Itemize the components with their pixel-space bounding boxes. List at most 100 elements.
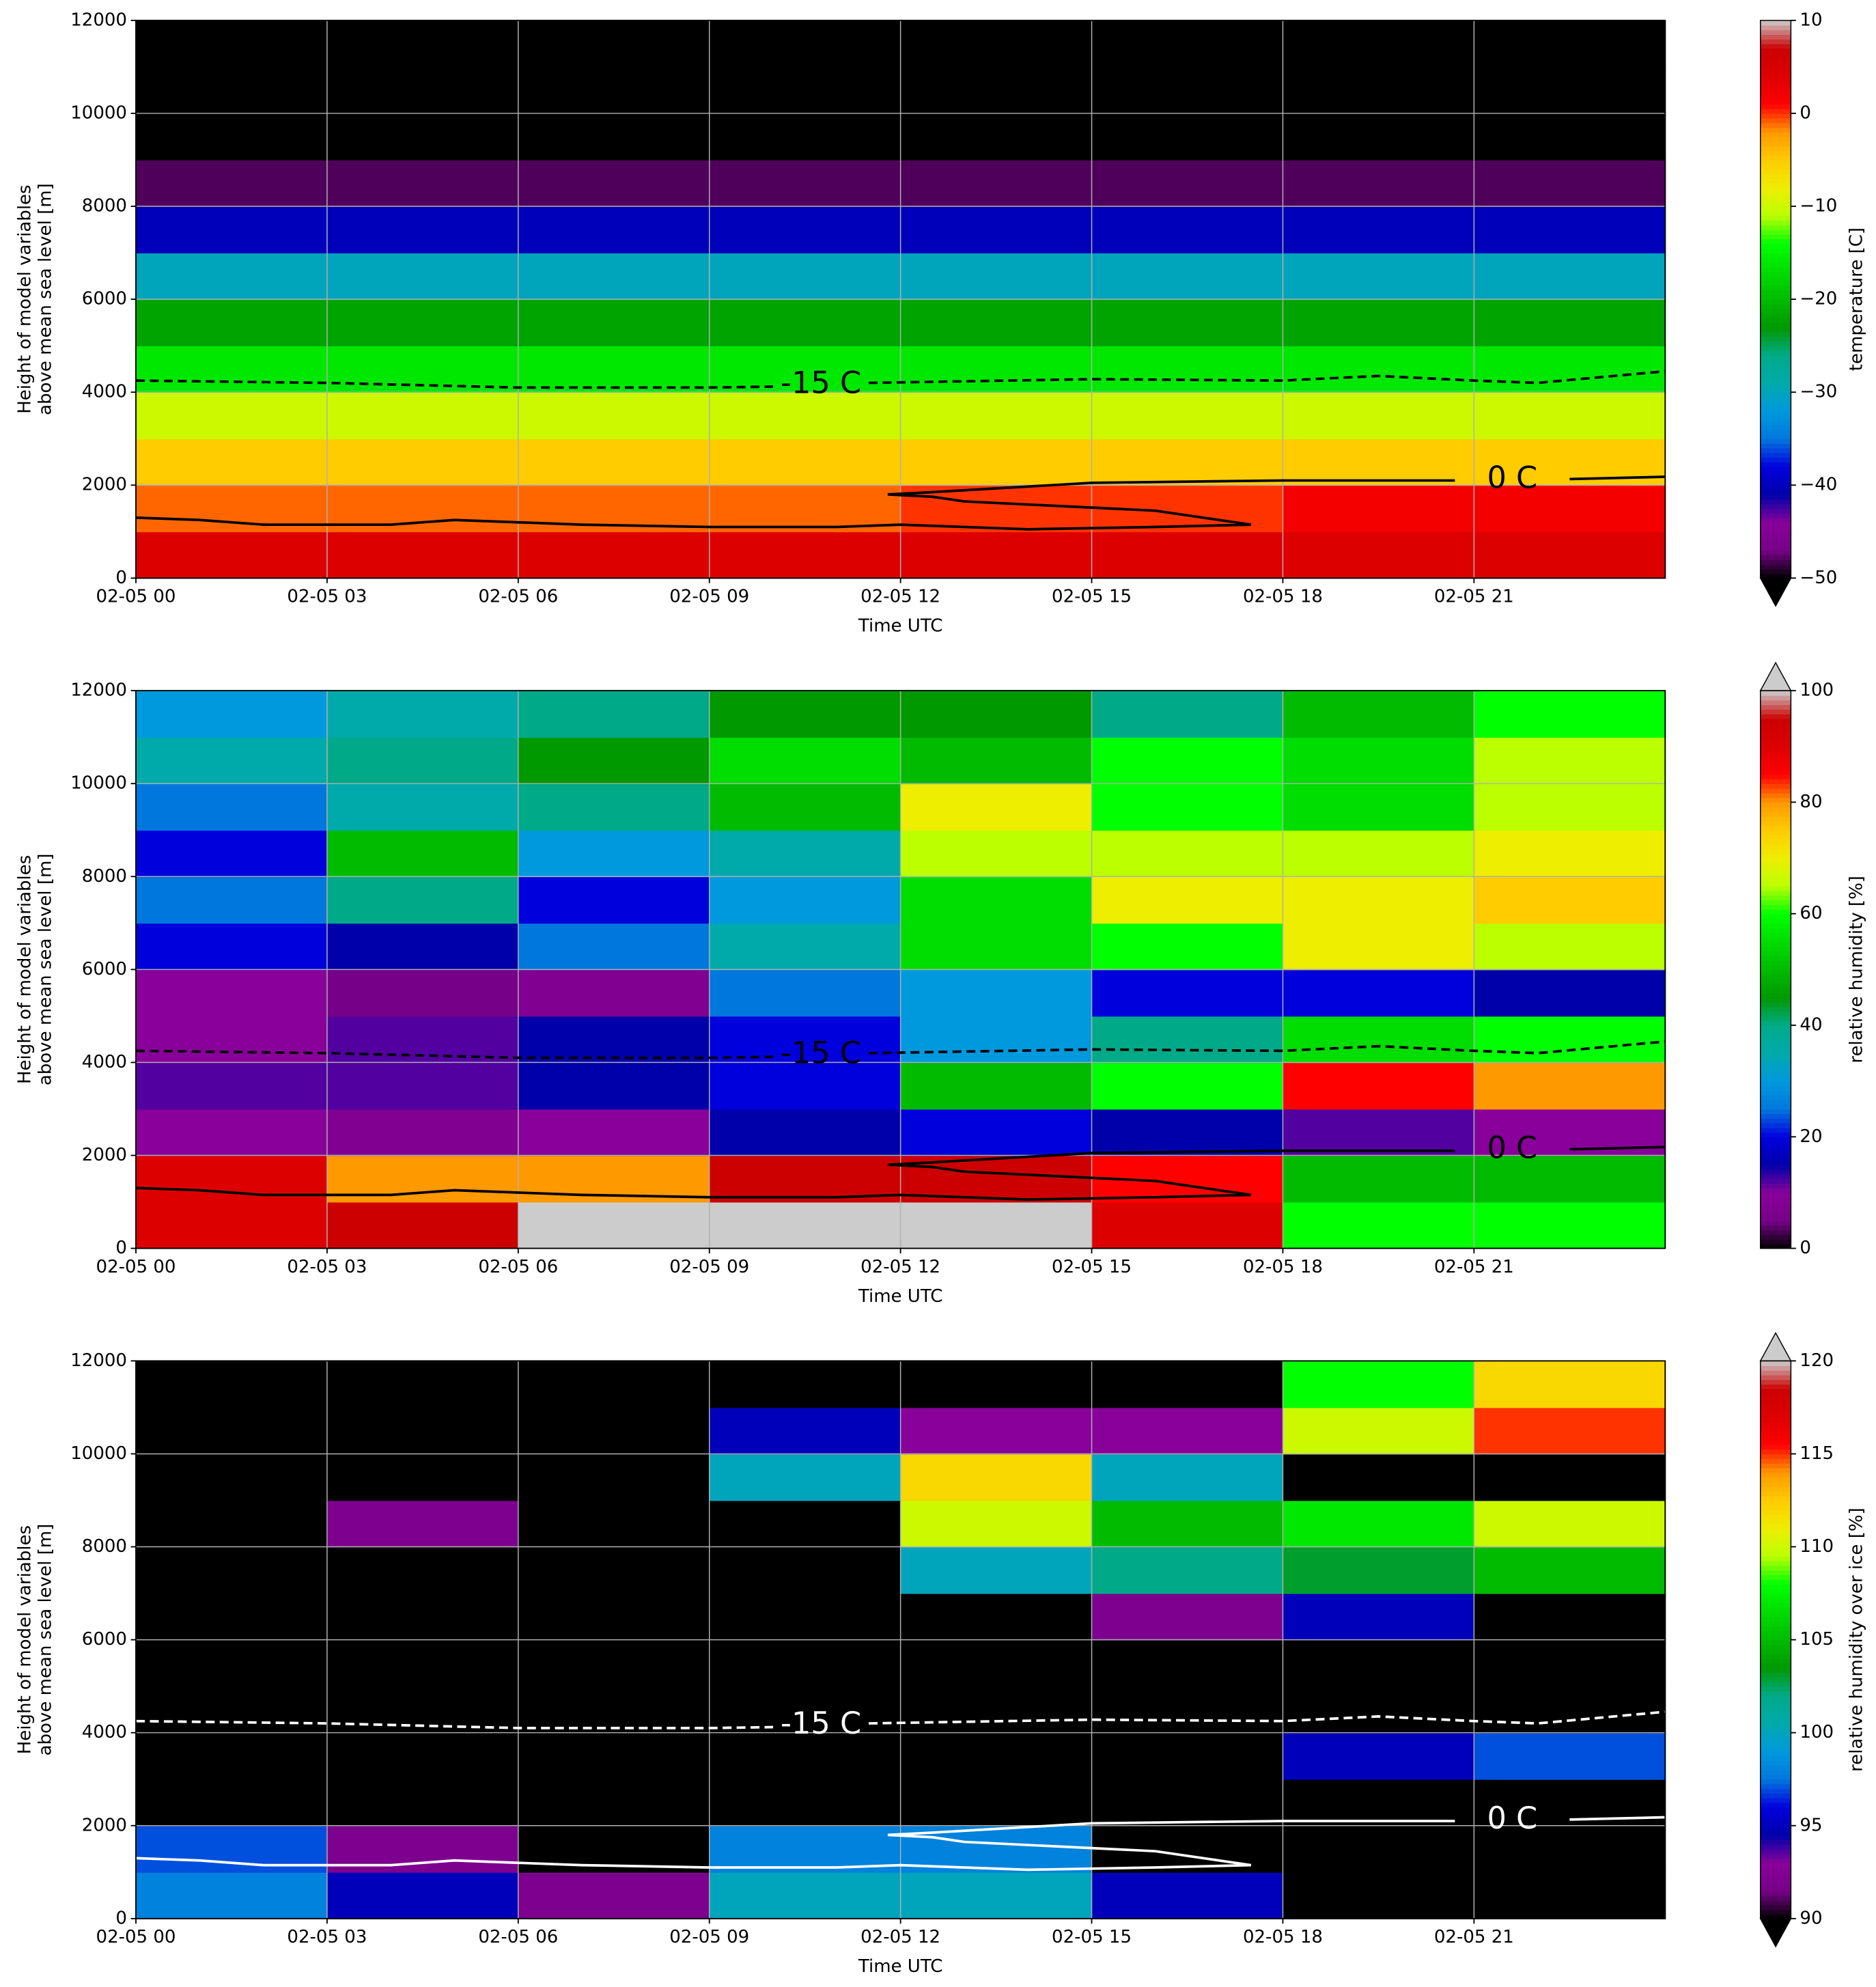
heatmap-cell [136,346,328,393]
heatmap-cell [1091,1593,1284,1641]
colorbar-swatch [1760,1546,1791,1553]
colorbar-swatch [1760,475,1791,482]
heatmap-cell [1091,299,1284,347]
colorbar-swatch [1760,499,1791,505]
x-tick-label: 02-05 21 [1434,1927,1514,1947]
colorbar-swatch [1760,913,1791,919]
colorbar-tick-label: 40 [1800,1014,1822,1035]
colorbar-swatch [1760,1793,1791,1798]
colorbar-swatch [1760,1417,1791,1422]
colorbar-swatch [1760,29,1791,36]
colorbar-swatch [1760,62,1791,68]
heatmap-cell [1283,876,1475,924]
colorbar-swatch [1760,230,1791,235]
colorbar-swatch [1760,471,1791,477]
colorbar-swatch [1760,1811,1791,1817]
colorbar-swatch [1760,1695,1791,1701]
colorbar-swatch [1760,94,1791,100]
colorbar-swatch [1760,346,1791,351]
colorbar-swatch [1760,1374,1791,1380]
x-tick-label: 02-05 00 [96,1257,176,1277]
colorbar-swatch [1760,1486,1791,1492]
heatmap-cell [136,159,328,207]
colorbar-swatch [1760,141,1791,147]
heatmap-cell [900,691,1093,738]
colorbar-swatch [1760,1211,1791,1217]
heatmap-cell [1091,1686,1284,1734]
heatmap-cell [709,159,901,207]
heatmap-cell [900,1062,1093,1110]
colorbar-swatch [1760,1863,1791,1868]
plot-frame [135,1360,1666,1919]
heatmap-cell [1283,66,1475,114]
heatmap-cell [1091,66,1284,114]
colorbar-tick-label: 120 [1800,1350,1834,1371]
colorbar-swatch [1760,974,1791,979]
colorbar-swatch [1760,1737,1791,1743]
colorbar-swatch [1760,401,1791,407]
colorbar-swatch [1760,462,1791,467]
colorbar-swatch [1760,467,1791,472]
heatmap-cell [1283,159,1475,207]
colorbar-swatch [1760,1426,1791,1432]
y-tick-label: 4000 [82,1722,127,1742]
colorbar-swatch [1760,1686,1791,1692]
colorbar-swatch [1760,378,1791,384]
x-tick-label: 02-05 09 [669,587,749,607]
heatmap-cell [136,1639,328,1687]
colorbar-tick-label: 100 [1800,1722,1834,1742]
colorbar-swatch [1760,280,1791,286]
colorbar-swatch [1760,1020,1791,1026]
heatmap-cell [1091,691,1284,738]
heatmap-cell [1283,1407,1475,1455]
heatmap-cell [709,485,901,533]
colorbar-swatch [1760,1057,1791,1064]
colorbar-swatch [1760,429,1791,435]
colorbar-swatch [1760,1626,1791,1631]
colorbar-swatch [1760,1072,1791,1077]
heatmap-cell [518,1454,710,1501]
heatmap-cell [518,1016,710,1064]
colorbar-swatch [1760,978,1791,984]
x-tick-label: 02-05 06 [478,1257,558,1277]
colorbar-tick-label: 95 [1800,1815,1822,1835]
colorbar-swatch [1760,1672,1791,1678]
contour-line [135,1145,1666,1201]
colorbar-swatch [1760,714,1791,719]
heatmap-cell [326,969,519,1017]
heatmap-cell [326,20,519,68]
heatmap-cell [709,439,901,486]
heatmap-cell [1474,1825,1666,1873]
colorbar-swatch [1760,527,1791,533]
colorbar-swatch [1760,774,1791,780]
colorbar-swatch [1760,1370,1791,1376]
colorbar-swatch [1760,220,1791,225]
colorbar-label: relative humidity over ice [%] [1847,1507,1867,1772]
colorbar-swatch [1760,387,1791,393]
y-tick-label: 8000 [82,1536,127,1557]
colorbar-swatch [1760,276,1791,281]
heatmap-cell [136,1201,328,1249]
colorbar-swatch [1760,1704,1791,1710]
colorbar-tick-label: 0 [1800,102,1811,123]
colorbar-swatch [1760,1067,1791,1072]
colorbar-swatch [1760,835,1791,840]
colorbar-swatch [1760,1732,1791,1738]
colorbar-swatch [1760,1150,1791,1156]
colorbar-swatch [1760,1621,1791,1626]
heatmap-cell [1283,439,1475,486]
colorbar-tick-label: 105 [1800,1629,1834,1650]
colorbar-swatch [1760,1137,1791,1142]
heatmap-cell [900,1593,1093,1641]
colorbar-swatch [1760,1430,1791,1436]
heatmap-cell [136,439,328,486]
heatmap-cell [900,392,1093,440]
colorbar-tick-label: 10 [1800,10,1822,30]
colorbar-swatch [1760,1463,1791,1469]
heatmap-cell [1091,1732,1284,1780]
colorbar-swatch [1760,71,1791,77]
heatmap-cell [900,1779,1093,1826]
heatmap-cell [518,392,710,440]
colorbar-swatch [1760,117,1791,124]
colorbar-swatch [1760,85,1791,91]
